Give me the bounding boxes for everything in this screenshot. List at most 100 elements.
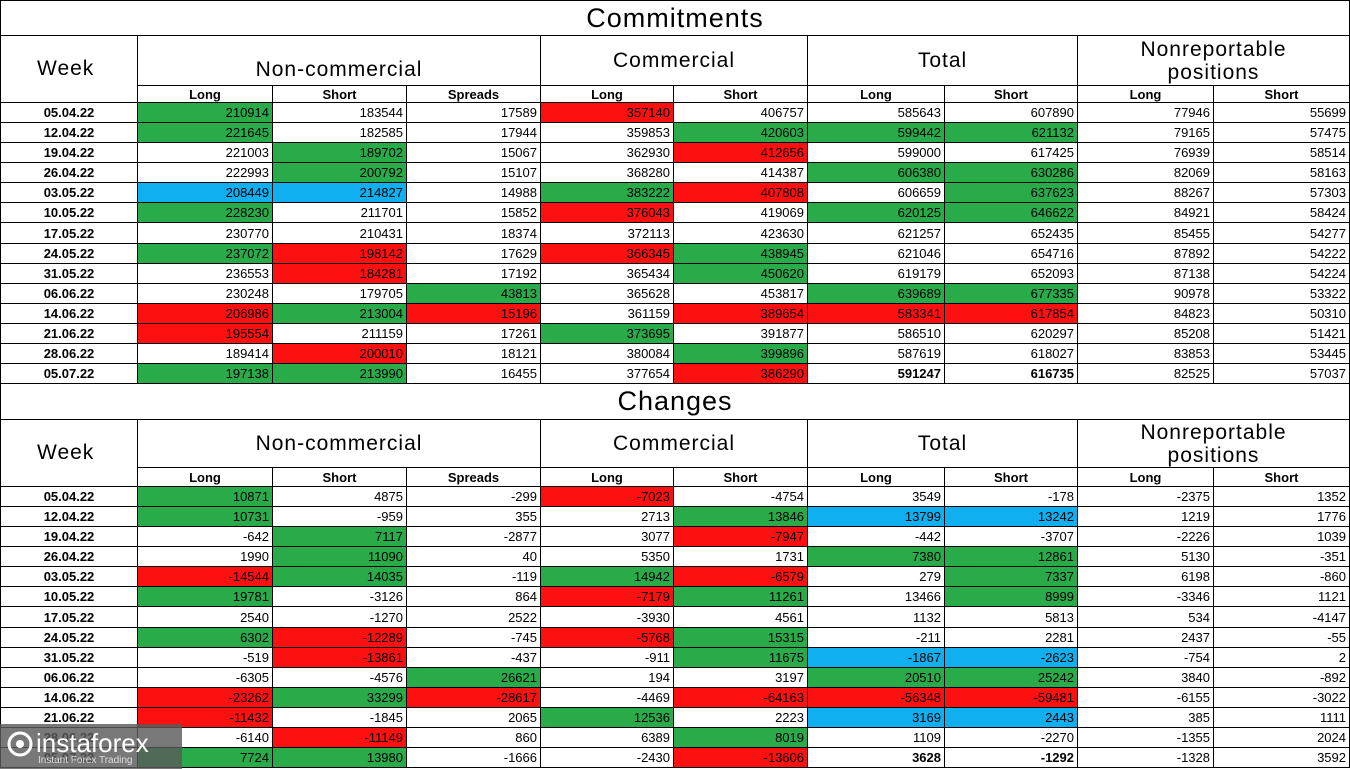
sub-header: Short (273, 86, 407, 103)
value-cell: -1355 (1078, 728, 1214, 748)
week-cell: 17.05.22 (0, 223, 138, 244)
value-cell: 279 (808, 567, 945, 587)
value-cell: 85455 (1078, 223, 1214, 244)
value-cell: 33299 (273, 688, 407, 708)
week-cell: 14.06.22 (0, 688, 138, 708)
week-cell: 05.04.22 (0, 103, 138, 123)
value-cell: 58163 (1214, 163, 1350, 183)
value-cell: 380084 (541, 344, 674, 364)
value-cell: 14988 (407, 183, 541, 203)
value-cell: 82525 (1078, 364, 1214, 384)
value-cell: 77946 (1078, 103, 1214, 123)
value-cell: 13466 (808, 587, 945, 607)
value-cell: -437 (407, 648, 541, 668)
value-cell: 200792 (273, 163, 407, 183)
value-cell: 1111 (1214, 708, 1350, 728)
value-cell: 357140 (541, 103, 674, 123)
value-cell: 419069 (674, 203, 808, 223)
value-cell: -6305 (138, 668, 273, 688)
value-cell: 3077 (541, 527, 674, 547)
sub-header: Short (273, 468, 407, 487)
value-cell: -1270 (273, 607, 407, 628)
week-cell: 05.04.22 (0, 487, 138, 507)
value-cell: -64163 (674, 688, 808, 708)
value-cell: 1121 (1214, 587, 1350, 607)
value-cell: -6155 (1078, 688, 1214, 708)
value-cell: 617425 (945, 143, 1078, 163)
value-cell: 82069 (1078, 163, 1214, 183)
value-cell: 1132 (808, 607, 945, 628)
value-cell: 389654 (674, 304, 808, 324)
value-cell: -55 (1214, 628, 1350, 648)
value-cell: 3592 (1214, 748, 1350, 768)
value-cell: 19781 (138, 587, 273, 607)
value-cell: 17589 (407, 103, 541, 123)
value-cell: -442 (808, 527, 945, 547)
week-cell: 21.06.22 (0, 324, 138, 344)
value-cell: -1292 (945, 748, 1078, 768)
value-cell: 1352 (1214, 487, 1350, 507)
value-cell: -4576 (273, 668, 407, 688)
value-cell: -13861 (273, 648, 407, 668)
value-cell: 195554 (138, 324, 273, 344)
value-cell: 385 (1078, 708, 1214, 728)
logo: instaforex Instant Forex Trading (0, 724, 182, 769)
value-cell: -299 (407, 487, 541, 507)
value-cell: 399896 (674, 344, 808, 364)
value-cell: 54224 (1214, 264, 1350, 284)
value-cell: -11149 (273, 728, 407, 748)
value-cell: -56348 (808, 688, 945, 708)
value-cell: 359853 (541, 123, 674, 143)
value-cell: -13606 (674, 748, 808, 768)
value-cell: -59481 (945, 688, 1078, 708)
value-cell: 26621 (407, 668, 541, 688)
value-cell: 607890 (945, 103, 1078, 123)
value-cell: 12536 (541, 708, 674, 728)
week-cell: 06.06.22 (0, 284, 138, 304)
week-cell: 06.06.22 (0, 668, 138, 688)
week-cell: 12.04.22 (0, 507, 138, 527)
value-cell: 383222 (541, 183, 674, 203)
value-cell: -754 (1078, 648, 1214, 668)
value-cell: 15107 (407, 163, 541, 183)
value-cell: -2623 (945, 648, 1078, 668)
value-cell: 386290 (674, 364, 808, 384)
group-header: Nonreportable positions (1078, 36, 1350, 86)
week-cell: 14.06.22 (0, 304, 138, 324)
value-cell: -2226 (1078, 527, 1214, 547)
value-cell: 17261 (407, 324, 541, 344)
value-cell: 211701 (273, 203, 407, 223)
value-cell: 189414 (138, 344, 273, 364)
value-cell: 76939 (1078, 143, 1214, 163)
value-cell: 206986 (138, 304, 273, 324)
value-cell: -1845 (273, 708, 407, 728)
value-cell: 630286 (945, 163, 1078, 183)
value-cell: 3628 (808, 748, 945, 768)
value-cell: 12861 (945, 547, 1078, 567)
value-cell: -1666 (407, 748, 541, 768)
value-cell: -12289 (273, 628, 407, 648)
value-cell: 214827 (273, 183, 407, 203)
value-cell: -2877 (407, 527, 541, 547)
value-cell: 57303 (1214, 183, 1350, 203)
value-cell: 208449 (138, 183, 273, 203)
value-cell: 3169 (808, 708, 945, 728)
value-cell: 365628 (541, 284, 674, 304)
value-cell: 652435 (945, 223, 1078, 244)
value-cell: 53445 (1214, 344, 1350, 364)
value-cell: 50310 (1214, 304, 1350, 324)
value-cell: 2713 (541, 507, 674, 527)
value-cell: 3197 (674, 668, 808, 688)
value-cell: 372113 (541, 223, 674, 244)
value-cell: 5813 (945, 607, 1078, 628)
section-title: Commitments (0, 0, 1350, 36)
value-cell: -4469 (541, 688, 674, 708)
group-header: Non-commercial (138, 420, 541, 468)
value-cell: 40 (407, 547, 541, 567)
week-cell: 26.04.22 (0, 547, 138, 567)
value-cell: 368280 (541, 163, 674, 183)
group-header: Nonreportable positions (1078, 420, 1350, 468)
value-cell: 8019 (674, 728, 808, 748)
value-cell: -4147 (1214, 607, 1350, 628)
value-cell: 85208 (1078, 324, 1214, 344)
